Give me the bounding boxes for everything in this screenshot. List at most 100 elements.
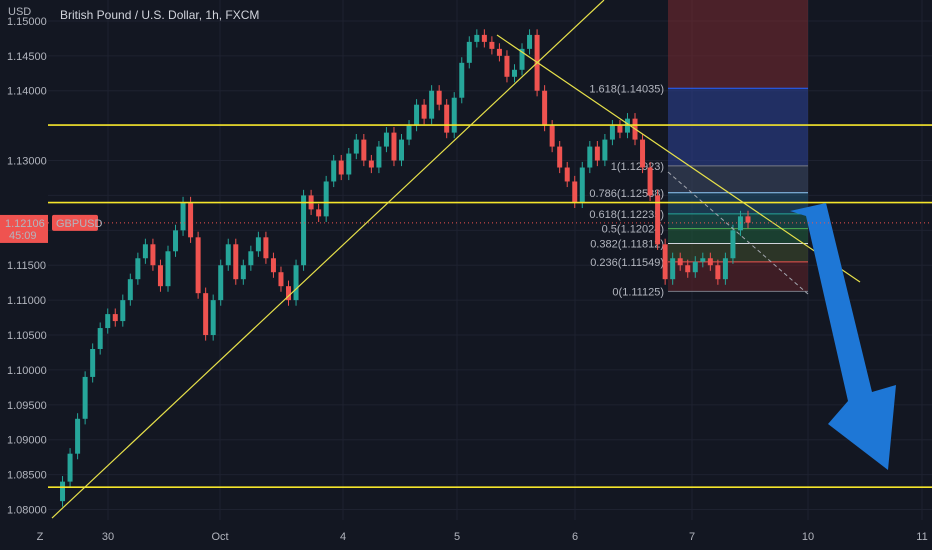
bar-countdown: 45:09 [9,230,37,242]
candle-body [421,104,427,119]
candle-body [459,62,465,98]
candle-body [120,300,126,322]
fib-zone [668,165,808,193]
fib-level-label: 1(1.12923) [611,161,664,173]
candle-body [240,265,246,280]
x-tick-label: 4 [340,531,346,543]
candle-body [323,181,329,217]
candle-body [444,104,450,133]
fib-zone [668,243,808,262]
candle-body [157,265,163,287]
candle-body [353,139,359,154]
candle-body [383,132,389,147]
candle-body [75,418,81,454]
fib-level-label: 0.382(1.11812) [590,238,664,250]
candle-body [406,125,412,140]
candle-body [255,237,261,252]
candle-body [677,258,683,266]
fib-level-label: 0.786(1.12538) [589,188,664,200]
price-axis[interactable]: 1.08000 1.08500 1.09000 1.09500 1.10000 1.105… [0,0,48,550]
chart-title: British Pound / U.S. Dollar, 1h, FXCM [60,8,260,22]
fib-zone [668,261,808,292]
candle-body [594,146,600,161]
symbol-label: GBPUSD [56,218,103,230]
candle-body [376,146,382,168]
candle-body [557,146,563,168]
candle-body [722,258,728,280]
candle-body [609,125,615,140]
candle-body [414,104,420,126]
time-axis[interactable]: 30 Oct 4 5 6 7 10 11 Z [0,520,932,550]
candle-body [248,251,254,266]
y-tick-label: 1.14000 [7,86,47,98]
candle-body [466,41,472,63]
y-tick-label: 1.09500 [7,400,47,412]
candle-body [165,251,171,287]
y-tick-label: 1.11000 [7,295,46,307]
candle-body [700,258,706,262]
time-axis-bg [0,520,932,550]
candle-body [511,69,517,77]
fibonacci-retracement[interactable]: 1.618(1.14035) 1(1.12923) 0.786(1.12538) 0.… [589,0,808,298]
x-tick-label: 6 [572,531,578,543]
candle-body [346,153,352,175]
candle-body [203,293,209,336]
fib-level-label: 0.5(1.12024) [602,224,664,236]
candle-body [602,139,608,161]
candle-body [662,244,668,280]
candle-body [647,167,653,196]
y-tick-label: 1.08000 [7,505,47,517]
candle-body [640,139,646,168]
x-tick-label: Oct [211,531,228,543]
timezone-icon: Z [37,531,44,543]
candle-body [685,265,691,273]
x-tick-label: 11 [916,531,927,543]
candle-body [67,453,73,482]
fib-level-label: 0.236(1.11549) [590,257,664,269]
fib-zone [668,228,808,244]
fib-level-label: 0(1.11125) [612,286,664,298]
y-tick-label: 1.13000 [7,156,47,168]
y-tick-label: 1.11500 [7,260,46,272]
candle-body [655,195,661,245]
candle-body [436,90,442,105]
y-tick-label: 1.08500 [7,470,47,482]
x-tick-label: 5 [454,531,460,543]
candle-body [549,125,555,147]
ascending-trend-line [51,0,605,519]
candle-body [361,139,367,161]
candle-body [278,272,284,287]
candle-body [293,265,299,301]
candle-body [233,244,239,280]
candle-body [82,376,88,419]
candle-body [218,265,224,301]
candle-body [210,300,216,336]
candle-body [195,237,201,294]
candles [60,29,751,507]
candle-body [105,314,111,329]
candle-body [564,167,570,182]
currency-label: USD [8,6,32,18]
down-arrow-icon[interactable] [790,203,896,470]
candle-body [519,48,525,70]
candle-body [180,202,186,231]
candle-body [692,261,698,273]
candle-body [97,328,103,349]
candle-body [142,244,148,259]
candle-body [399,139,404,161]
candle-body [127,279,133,301]
candle-body [481,34,487,42]
candle-body [572,181,578,203]
y-tick-label: 1.09000 [7,435,47,447]
candle-body [263,237,269,259]
candle-body [173,230,179,252]
candle-body [527,34,533,49]
candle-body [331,160,337,182]
candle-body [707,258,713,266]
candle-body [617,125,623,133]
candle-body [135,258,141,280]
y-tick-label: 1.15000 [7,16,47,28]
trend-lines[interactable] [51,0,861,519]
